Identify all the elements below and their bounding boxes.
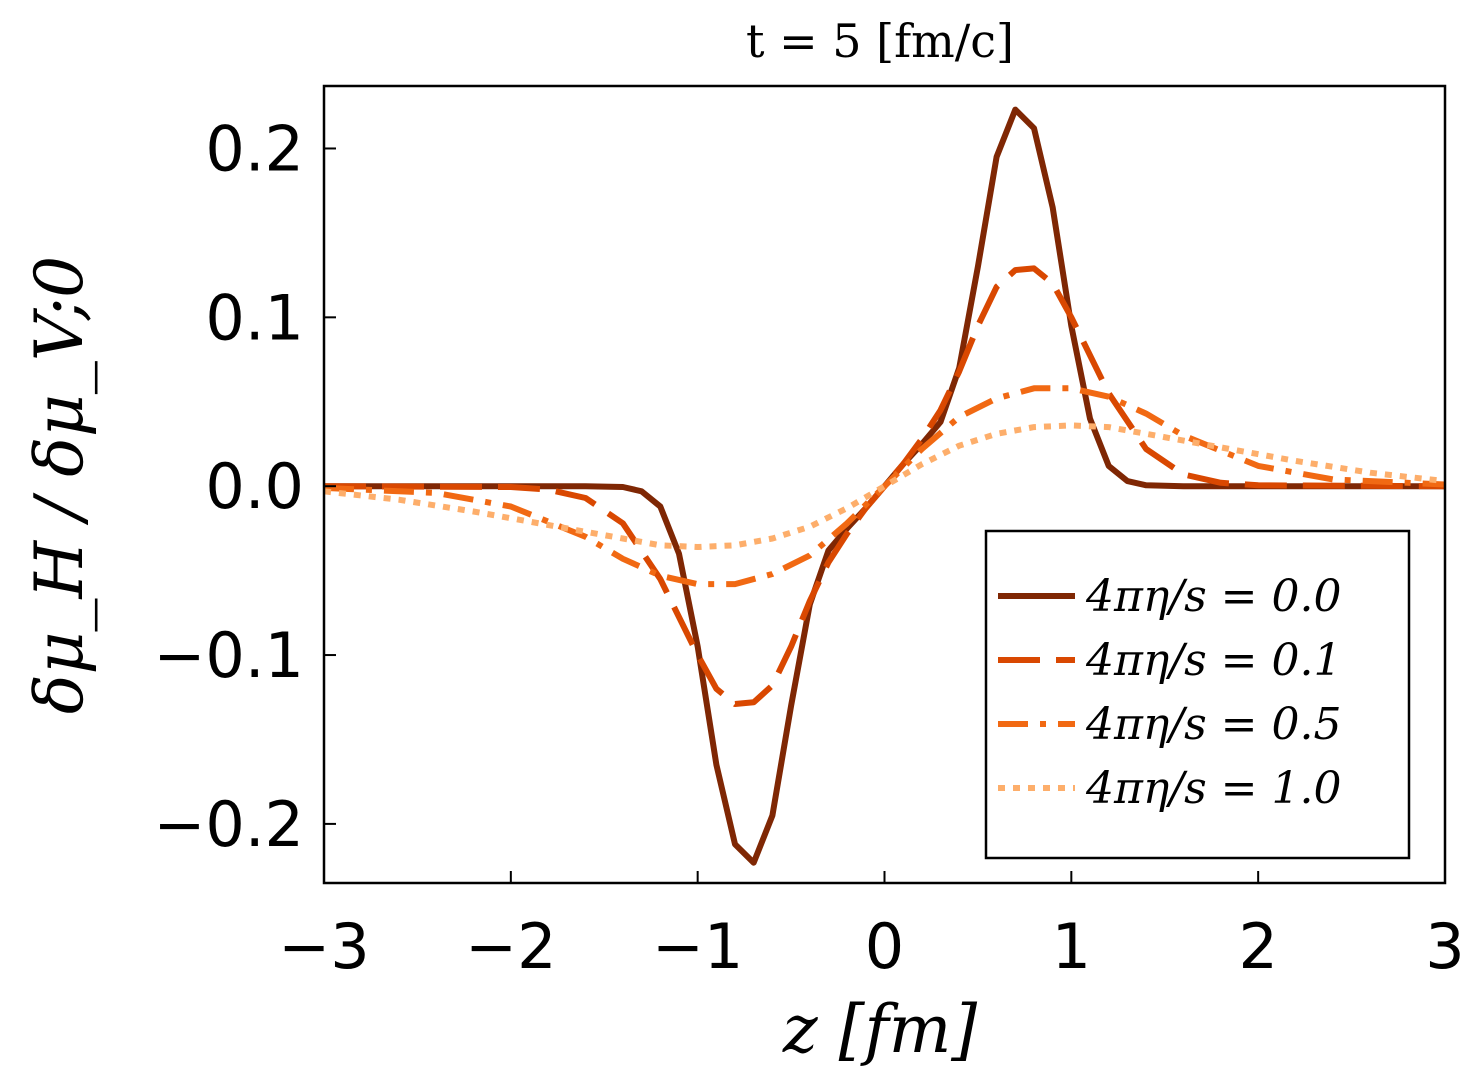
x-tick-label: 0: [865, 910, 904, 983]
series-line-1: [323, 265, 1446, 707]
y-tick-label: 0.0: [205, 450, 304, 523]
legend-label-3: 4πη/s = 1.0: [1085, 763, 1342, 814]
legend: 4πη/s = 0.0 4πη/s = 0.1 4πη/s = 0.5 4πη/s =…: [984, 529, 1411, 860]
x-axis-label: z [fm]: [782, 991, 978, 1068]
y-tick-label: −0.1: [153, 619, 304, 692]
chart-title: t = 5 [fm/c]: [746, 14, 1014, 68]
series-line-2: [323, 385, 1446, 588]
x-tick-label: 2: [1238, 910, 1277, 983]
y-axis-label: δμ_H / δμ_V;0: [21, 256, 98, 714]
legend-label-1: 4πη/s = 0.1: [1085, 635, 1342, 686]
x-tick-label: −1: [652, 910, 743, 983]
series-line-3: [323, 422, 1446, 550]
y-tick-label: −0.2: [153, 788, 304, 861]
x-axis: −3 −2 −1 0 1 2 3: [278, 871, 1465, 983]
x-tick-label: −2: [465, 910, 556, 983]
x-tick-label: 1: [1052, 910, 1091, 983]
plot-area: [323, 106, 1446, 866]
y-axis: −0.2 −0.1 0.0 0.1 0.2: [153, 112, 336, 861]
x-tick-label: 3: [1425, 910, 1464, 983]
legend-box: [984, 529, 1411, 860]
x-tick-label: −3: [278, 910, 369, 983]
y-tick-label: 0.1: [205, 281, 304, 354]
legend-label-2: 4πη/s = 0.5: [1085, 699, 1342, 750]
y-tick-label: 0.2: [205, 112, 304, 185]
legend-label-0: 4πη/s = 0.0: [1085, 571, 1342, 622]
